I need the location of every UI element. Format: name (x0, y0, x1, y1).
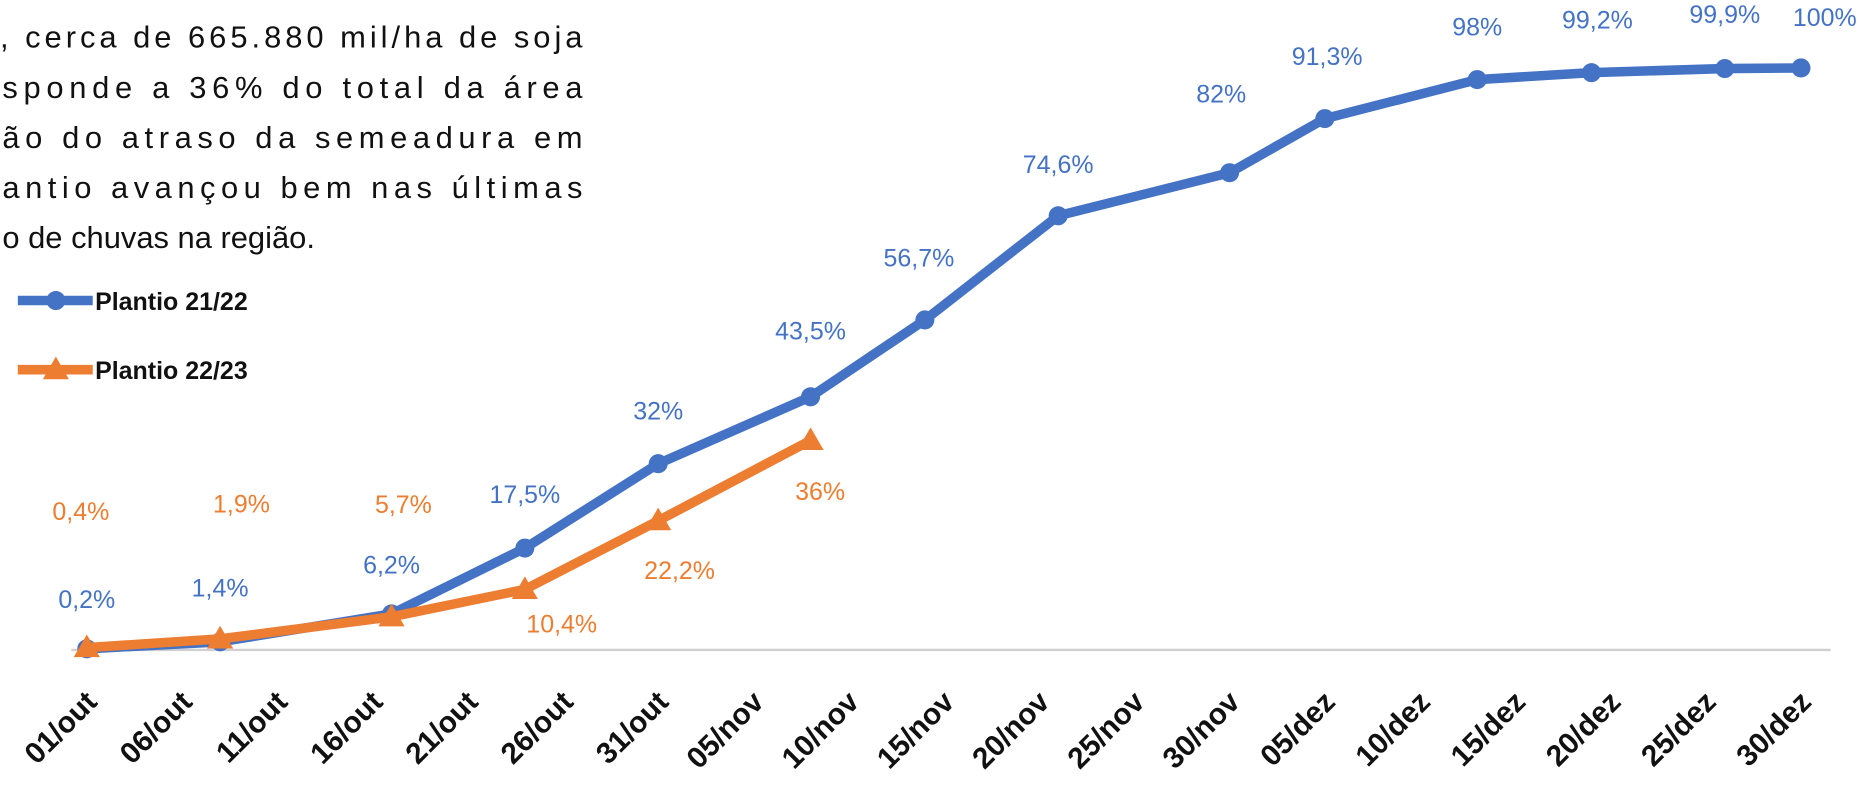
x-tick-label: 05/dez (1254, 685, 1342, 773)
legend-label: Plantio 21/22 (95, 288, 248, 316)
series-line (87, 440, 811, 647)
marker (649, 454, 668, 473)
paragraph-line: o de chuvas na região. (2, 220, 315, 255)
data-label: 98% (1452, 13, 1502, 41)
data-label: 74,6% (1023, 151, 1094, 179)
data-label: 1,4% (192, 574, 249, 602)
series-line (87, 68, 1801, 649)
marker (915, 310, 934, 329)
data-label: 56,7% (884, 244, 955, 272)
chart: , cerca de 665.880 mil/ha de soja sponde… (0, 0, 1864, 805)
marker (515, 539, 534, 558)
x-tick-label: 20/nov (966, 685, 1056, 775)
x-tick-label: 25/nov (1061, 685, 1151, 775)
x-tick-label: 21/out (399, 685, 484, 770)
paragraph-line: sponde a 36% do total da área (2, 70, 583, 105)
data-label: 43,5% (775, 318, 846, 346)
x-tick-label: 31/out (590, 685, 675, 770)
data-label: 17,5% (489, 481, 560, 509)
data-label: 10,4% (526, 610, 597, 638)
marker (1715, 59, 1734, 78)
marker (801, 387, 820, 406)
x-tick-label: 01/out (18, 685, 103, 770)
data-label: 32% (633, 398, 683, 426)
data-label: 91,3% (1292, 43, 1363, 71)
x-tick-label: 15/nov (871, 685, 961, 775)
x-tick-label: 15/dez (1445, 685, 1533, 773)
data-label: 99,9% (1689, 1, 1760, 29)
data-label: 82% (1196, 80, 1246, 108)
paragraph-line: antio avançou bem nas últimas (2, 170, 582, 205)
marker (797, 427, 823, 450)
data-label: 6,2% (363, 551, 420, 579)
marker (1468, 70, 1487, 89)
data-label: 1,9% (213, 490, 270, 518)
x-tick-label: 30/dez (1730, 685, 1818, 773)
marker (1582, 63, 1601, 82)
marker (1049, 206, 1068, 225)
paragraph: , cerca de 665.880 mil/ha de soja sponde… (0, 20, 583, 255)
legend-marker (46, 291, 65, 310)
x-tick-label: 16/out (304, 685, 389, 770)
x-tick-label: 11/out (210, 685, 294, 769)
data-label: 0,4% (52, 498, 109, 526)
data-label: 36% (795, 478, 845, 506)
x-tick-label: 06/out (114, 685, 199, 770)
marker (1315, 109, 1334, 128)
data-label: 99,2% (1562, 6, 1633, 34)
x-tick-label: 05/nov (680, 685, 770, 775)
paragraph-line: , cerca de 665.880 mil/ha de soja (0, 20, 583, 55)
data-label: 100% (1793, 4, 1857, 32)
legend-label: Plantio 22/23 (95, 357, 248, 385)
x-tick-label: 10/nov (776, 685, 866, 775)
x-tick-label: 30/nov (1157, 685, 1247, 775)
x-tick-label: 10/dez (1349, 685, 1437, 773)
marker (1220, 163, 1239, 182)
x-tick-label: 20/dez (1540, 685, 1628, 773)
x-tick-label: 25/dez (1635, 685, 1723, 773)
data-label: 0,2% (58, 586, 115, 614)
data-label: 5,7% (375, 491, 432, 519)
marker (1791, 58, 1810, 77)
data-label: 22,2% (644, 557, 715, 585)
x-tick-label: 26/out (495, 685, 580, 770)
paragraph-line: ão do atraso da semeadura em (2, 120, 582, 155)
